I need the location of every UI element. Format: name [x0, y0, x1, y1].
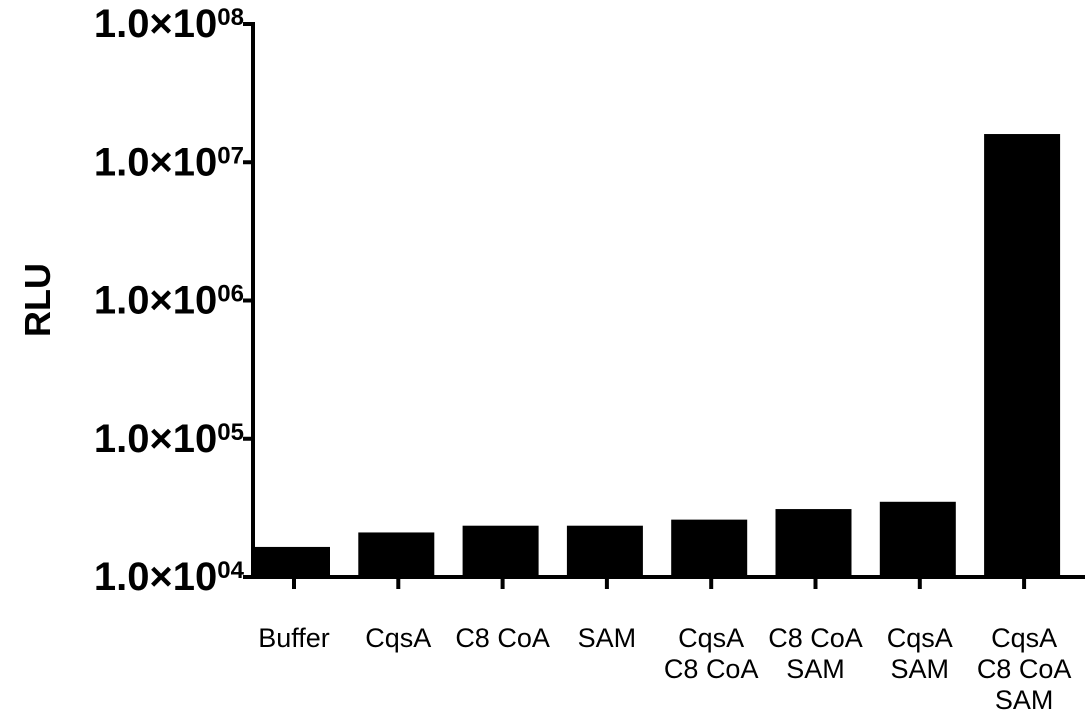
x-tick-label-line: CqsA [991, 623, 1057, 653]
x-tick-label: C8 CoA SAM [768, 623, 863, 684]
x-tick-label-line: Buffer [258, 623, 330, 653]
bar [775, 509, 852, 577]
x-tick-label: C8 CoA [455, 623, 550, 653]
x-tick-label-line: SAM [891, 654, 950, 684]
x-tick-label-line: CqsA [678, 623, 744, 653]
y-tick-mantissa: 1.0×10 [94, 555, 217, 599]
y-tick-label: 1.0×1004 [94, 555, 245, 599]
y-axis-title: RLU [17, 263, 58, 337]
y-tick-exponent: 08 [217, 4, 244, 31]
x-tick-label-line: SAM [578, 623, 637, 653]
x-tick-label-line: C8 CoA [768, 623, 863, 653]
x-tick-label: Buffer [258, 623, 330, 653]
y-tick-exponent: 06 [217, 281, 244, 308]
bar [462, 525, 539, 577]
x-tick-label: CqsA C8 CoA [664, 623, 759, 684]
y-tick-mantissa: 1.0×10 [94, 140, 217, 184]
x-tick-label: CqsA SAM [887, 623, 953, 684]
x-tick-label: CqsA C8 CoA SAM [977, 623, 1072, 715]
x-tick-label-line: CqsA [887, 623, 953, 653]
y-tick-label: 1.0×1006 [94, 279, 244, 323]
bar [984, 134, 1061, 578]
bar [671, 519, 748, 577]
x-tick-label-line: C8 CoA [664, 654, 759, 684]
y-tick-label: 1.0×1008 [94, 2, 244, 46]
bar [254, 546, 330, 577]
y-tick-exponent: 07 [217, 142, 244, 169]
bar [879, 501, 956, 577]
y-tick-mantissa: 1.0×10 [94, 417, 217, 461]
y-tick-label: 1.0×1007 [94, 140, 244, 184]
x-tick-label: SAM [578, 623, 637, 653]
x-tick-label-line: SAM [995, 685, 1054, 715]
bar [358, 532, 435, 577]
x-tick-label-line: C8 CoA [455, 623, 550, 653]
x-tick-label-line: C8 CoA [977, 654, 1072, 684]
x-tick-label-line: SAM [786, 654, 845, 684]
y-tick-label: 1.0×1005 [94, 417, 244, 461]
y-tick-mantissa: 1.0×10 [94, 2, 217, 46]
x-tick-label: CqsA [365, 623, 431, 653]
bars-group [254, 134, 1061, 578]
x-tick-label-line: CqsA [365, 623, 431, 653]
y-tick-exponent: 05 [217, 419, 244, 446]
y-tick-exponent: 04 [217, 557, 244, 584]
bar [566, 525, 643, 577]
y-tick-mantissa: 1.0×10 [94, 279, 217, 323]
